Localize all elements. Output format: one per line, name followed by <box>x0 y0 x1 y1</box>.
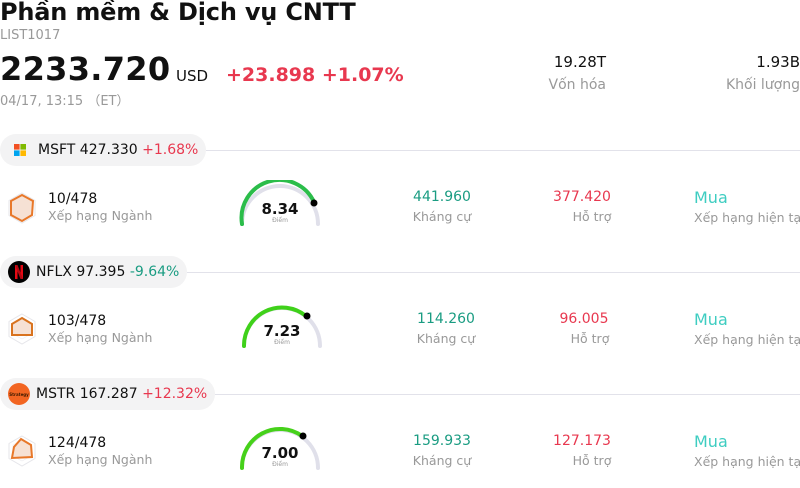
timestamp: 04/17, 13:15 （ET） <box>0 94 130 109</box>
resistance-value: 159.933 <box>413 433 471 449</box>
stock-change: +1.68% <box>142 142 199 158</box>
market-cap-label: Vốn hóa <box>548 77 606 93</box>
support-label: Hỗ trợ <box>572 453 612 468</box>
industry-rank: 103/478 <box>48 313 107 329</box>
industry-rank-hexagon-icon <box>8 435 36 467</box>
industry-rank-label: Xếp hạng Ngành <box>48 208 153 223</box>
current-rating: Mua <box>694 310 728 329</box>
support-label: Hỗ trợ <box>572 209 612 224</box>
microsoft-logo-icon <box>12 142 28 158</box>
section-divider <box>187 271 800 273</box>
market-cap-value: 19.28T <box>553 53 606 71</box>
stock-pill-msft[interactable]: MSFT 427.330 +1.68% <box>0 134 207 166</box>
score-gauge <box>239 426 320 470</box>
industry-rank: 124/478 <box>48 435 107 451</box>
score-gauge <box>239 180 320 226</box>
currency-label: USD <box>176 67 209 85</box>
current-rating-label: Xếp hạng hiện tại <box>694 332 800 347</box>
page-title: Phần mềm & Dịch vụ CNTT <box>0 0 356 26</box>
index-code: LIST1017 <box>0 28 61 43</box>
stock-change: -9.64% <box>129 264 180 280</box>
stock-header-mstr: Strategy MSTR 167.287 +12.32% <box>0 378 800 410</box>
ticker: NFLX <box>36 264 72 280</box>
score-gauge <box>241 305 322 348</box>
current-rating-label: Xếp hạng hiện tại <box>694 210 800 225</box>
ticker: MSFT <box>38 142 76 158</box>
index-price: 2233.720 <box>0 50 171 88</box>
stock-price: 427.330 <box>79 142 138 158</box>
current-rating: Mua <box>694 188 728 207</box>
support-value: 377.420 <box>553 189 611 205</box>
ticker: MSTR <box>36 386 76 402</box>
current-rating: Mua <box>694 432 728 451</box>
score-label: Điểm <box>272 461 288 468</box>
resistance-label: Kháng cự <box>412 209 472 224</box>
resistance-value: 441.960 <box>413 189 471 205</box>
stock-change: +12.32% <box>142 386 208 402</box>
industry-rank-hexagon-icon <box>8 313 36 345</box>
stock-pill-nflx[interactable]: NFLX 97.395 -9.64% <box>0 256 188 288</box>
score-value: 7.23 <box>263 322 301 340</box>
score-label: Điểm <box>274 339 290 346</box>
industry-rank-label: Xếp hạng Ngành <box>48 330 153 345</box>
score-value: 8.34 <box>261 200 299 218</box>
support-label: Hỗ trợ <box>570 331 610 346</box>
resistance-value: 114.260 <box>417 311 475 327</box>
industry-rank: 10/478 <box>48 191 98 207</box>
volume-label: Khối lượng <box>725 77 800 93</box>
score-value: 7.00 <box>261 444 299 462</box>
stock-header-nflx: NFLX 97.395 -9.64% <box>0 256 800 288</box>
section-divider <box>215 393 800 395</box>
score-label: Điểm <box>272 217 288 224</box>
stock-price: 97.395 <box>76 264 126 280</box>
current-rating-label: Xếp hạng hiện tại <box>694 454 800 469</box>
resistance-label: Kháng cự <box>416 331 476 346</box>
stock-pill-mstr[interactable]: Strategy MSTR 167.287 +12.32% <box>0 378 216 410</box>
strategy-logo-icon: Strategy <box>8 383 30 405</box>
industry-rank-label: Xếp hạng Ngành <box>48 452 153 467</box>
stock-header-msft: MSFT 427.330 +1.68% <box>0 134 800 166</box>
resistance-label: Kháng cự <box>412 453 472 468</box>
industry-rank-hexagon-icon <box>8 192 36 224</box>
stock-price: 167.287 <box>79 386 138 402</box>
netflix-logo-icon <box>8 261 30 283</box>
price-change: +23.898 +1.07% <box>226 64 404 86</box>
support-value: 127.173 <box>553 433 611 449</box>
volume-value: 1.93B <box>756 53 800 71</box>
section-divider <box>206 149 800 151</box>
support-value: 96.005 <box>559 311 609 327</box>
